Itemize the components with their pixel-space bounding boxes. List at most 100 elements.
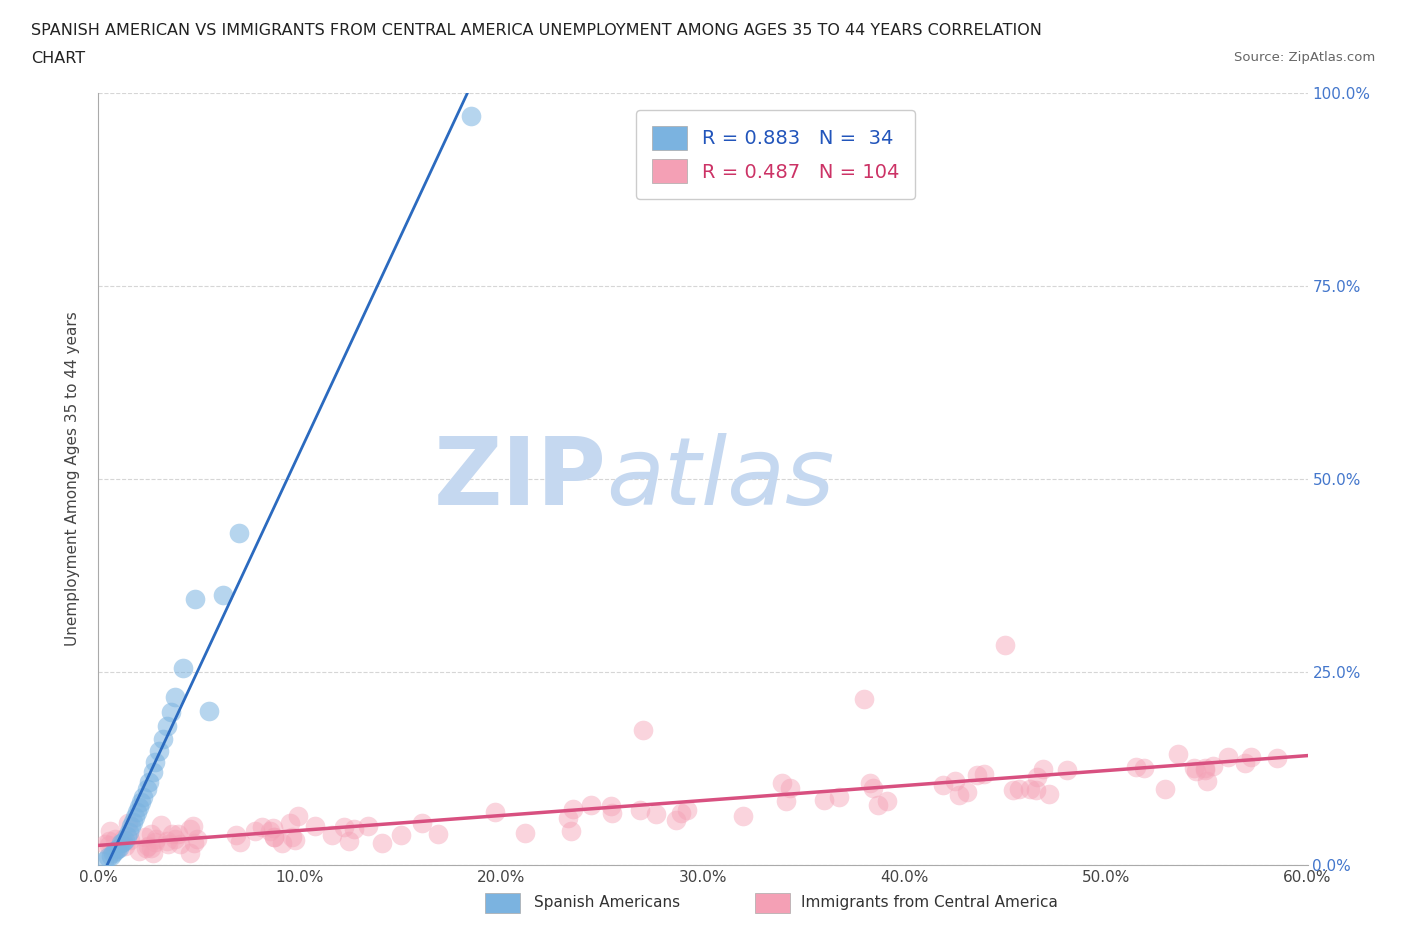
Point: [1182, 761, 1205, 776]
Point: [426, 826, 449, 841]
Point: [212, 588, 235, 603]
Point: [243, 824, 266, 839]
Point: [1233, 755, 1256, 770]
Point: [117, 816, 139, 830]
Point: [1018, 781, 1040, 796]
Point: [956, 785, 979, 800]
Point: [97, 834, 120, 849]
Point: [179, 822, 201, 837]
Point: [125, 805, 148, 820]
Point: [1038, 787, 1060, 802]
Point: [181, 818, 204, 833]
Point: [142, 845, 165, 860]
Point: [118, 825, 141, 840]
Point: [1197, 774, 1219, 789]
Point: [1240, 750, 1263, 764]
Point: [228, 525, 250, 540]
Point: [1265, 751, 1288, 765]
Point: [1216, 750, 1239, 764]
Point: [484, 804, 506, 819]
Point: [280, 830, 302, 844]
Point: [132, 790, 155, 804]
Point: [263, 830, 285, 844]
Point: [1001, 783, 1024, 798]
Text: Immigrants from Central America: Immigrants from Central America: [801, 895, 1059, 910]
Point: [162, 827, 184, 842]
Point: [105, 842, 128, 857]
Text: CHART: CHART: [31, 51, 84, 66]
Point: [1185, 764, 1208, 778]
Point: [1202, 759, 1225, 774]
Point: [853, 692, 876, 707]
Point: [515, 825, 537, 840]
Point: [600, 805, 623, 820]
Point: [124, 810, 146, 825]
Point: [152, 732, 174, 747]
Point: [263, 830, 285, 844]
Point: [966, 767, 988, 782]
Point: [120, 832, 142, 847]
Point: [948, 788, 970, 803]
Text: atlas: atlas: [606, 433, 835, 525]
Point: [259, 824, 281, 839]
Point: [225, 828, 247, 843]
Point: [665, 813, 688, 828]
Point: [1032, 762, 1054, 777]
Point: [100, 848, 122, 863]
Point: [271, 835, 294, 850]
Point: [143, 755, 166, 770]
Point: [1008, 781, 1031, 796]
Point: [129, 794, 152, 809]
Point: [229, 834, 252, 849]
Point: [1025, 782, 1047, 797]
Point: [557, 811, 579, 826]
Point: [169, 837, 191, 852]
Point: [110, 836, 132, 851]
Point: [579, 797, 602, 812]
Point: [135, 840, 157, 855]
Point: [813, 792, 835, 807]
Point: [135, 782, 157, 797]
Point: [111, 834, 134, 849]
Point: [284, 832, 307, 847]
Point: [145, 831, 167, 846]
Point: [304, 818, 326, 833]
Point: [101, 846, 124, 861]
Point: [107, 841, 129, 856]
Point: [97, 850, 120, 865]
Point: [943, 774, 966, 789]
Point: [973, 766, 995, 781]
Point: [862, 780, 884, 795]
Point: [186, 831, 208, 846]
Point: [280, 816, 302, 830]
Point: [859, 776, 882, 790]
Point: [148, 743, 170, 758]
Point: [337, 833, 360, 848]
Point: [114, 839, 136, 854]
Point: [179, 845, 201, 860]
Point: [103, 844, 125, 858]
Text: Spanish Americans: Spanish Americans: [534, 895, 681, 910]
Point: [994, 637, 1017, 652]
Point: [143, 835, 166, 850]
Point: [142, 764, 165, 779]
Point: [411, 816, 433, 830]
Point: [163, 689, 186, 704]
Point: [333, 819, 356, 834]
Point: [1154, 782, 1177, 797]
Point: [561, 802, 583, 817]
Point: [600, 798, 623, 813]
Point: [287, 808, 309, 823]
Point: [112, 832, 135, 847]
Point: [93, 854, 115, 869]
Point: [560, 824, 582, 839]
Point: [1194, 761, 1216, 776]
Point: [252, 819, 274, 834]
Point: [389, 828, 412, 843]
Point: [115, 828, 138, 843]
Point: [1026, 770, 1049, 785]
Point: [770, 776, 793, 790]
Point: [866, 797, 889, 812]
Point: [120, 819, 142, 834]
Point: [160, 705, 183, 720]
